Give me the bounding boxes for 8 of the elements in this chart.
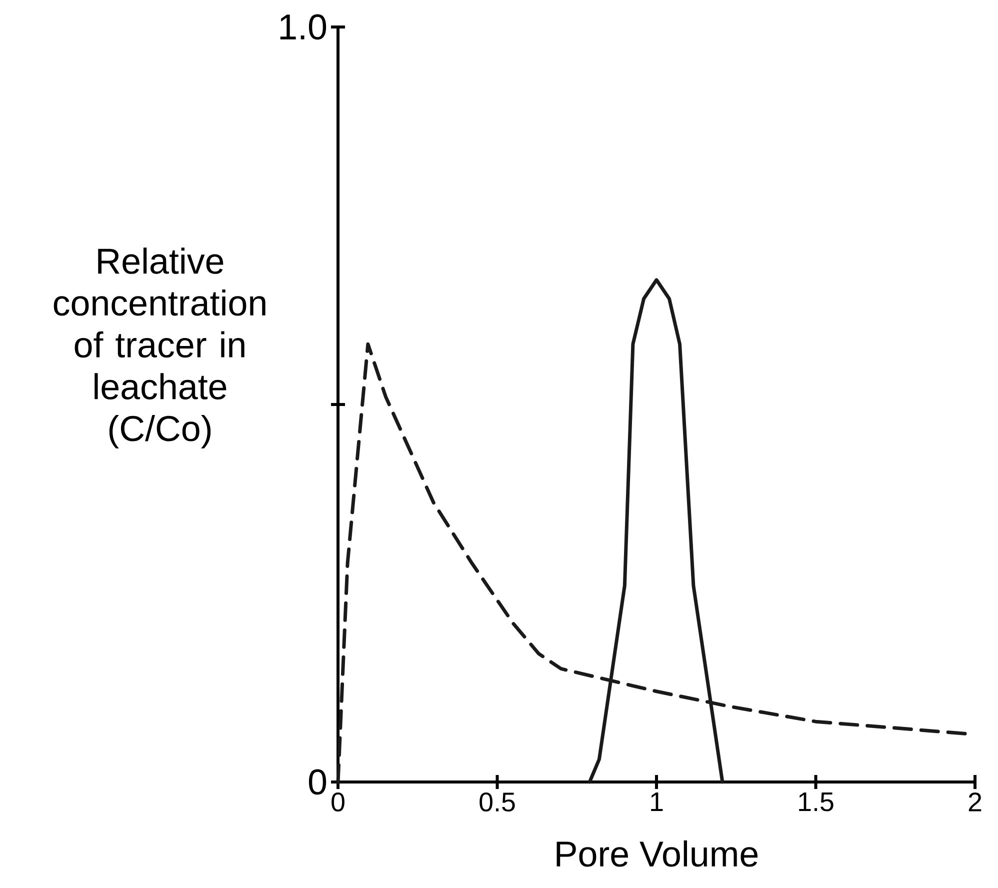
x-tick-label: 0.5 [480,792,515,812]
x-tick-label: 1 [651,792,663,812]
y-tick-label: 1.0 [280,14,326,40]
x-axis-title: Pore Volume [556,840,758,867]
x-tick-label: 2 [968,792,982,812]
y-axis-title: Relative concentration of tracer in leachate (C/Co) [54,248,266,448]
x-tick-label: 0 [332,792,344,812]
x-tick-label: 1.5 [799,792,834,812]
